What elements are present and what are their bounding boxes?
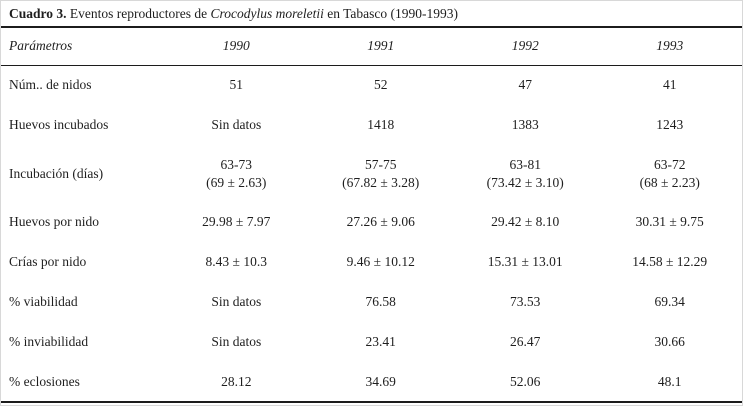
row-label: Huevos incubados <box>9 117 109 133</box>
row-label: % inviabilidad <box>9 334 89 350</box>
caption-species-name: Crocodylus moreletii <box>210 6 324 21</box>
cell-value: 57-75 (67.82 ± 3.28) <box>342 156 420 190</box>
row-label: Crías por nido <box>9 254 87 270</box>
cell-value: 63-72 (68 ± 2.23) <box>639 156 700 190</box>
cell-value: 41 <box>662 77 677 93</box>
header-year-1991: 1991 <box>308 28 453 66</box>
table-row: % eclosiones 28.12 34.69 52.06 48.1 <box>1 362 742 403</box>
cell-value: 63-73 (69 ± 2.63) <box>206 156 267 190</box>
caption-text-before: Eventos reproductores de <box>66 6 211 21</box>
cell-value: 8.43 ± 10.3 <box>205 254 267 270</box>
cell-value: 26.47 <box>510 334 541 350</box>
table-caption: Cuadro 3. Eventos reproductores de Croco… <box>1 1 742 28</box>
cell-value: 28.12 <box>164 362 309 403</box>
table-row: Crías por nido 8.43 ± 10.3 9.46 ± 10.12 … <box>1 242 742 282</box>
cell-value: 34.69 <box>308 362 453 403</box>
header-parametros: Parámetros <box>1 28 165 66</box>
cell-value: Sin datos <box>211 294 262 310</box>
table-row: Huevos por nido 29.98 ± 7.97 27.26 ± 9.0… <box>1 202 742 242</box>
row-label: Núm.. de nidos <box>9 77 92 93</box>
cell-value: 1418 <box>367 117 395 133</box>
row-label: % viabilidad <box>9 294 78 310</box>
cell-value: 52 <box>373 77 388 93</box>
cell-value: 76.58 <box>365 294 396 310</box>
cell-value: 69.34 <box>654 294 685 310</box>
cell-value: Sin datos <box>211 334 262 350</box>
table-row: Huevos incubados Sin datos 1418 1383 124… <box>1 105 742 145</box>
table-row: Incubación (días) 63-73 (69 ± 2.63) 57-7… <box>1 145 742 202</box>
table-row: % viabilidad Sin datos 76.58 73.53 69.34 <box>1 282 742 322</box>
cell-value: 23.41 <box>365 334 396 350</box>
cell-value: 1243 <box>656 117 684 133</box>
cell-value: Sin datos <box>211 117 262 133</box>
cell-value: 30.66 <box>654 334 685 350</box>
reproduction-events-table: Parámetros 1990 1991 1992 1993 Núm.. de … <box>1 28 742 403</box>
cell-value: 73.53 <box>510 294 541 310</box>
cell-value: 9.46 ± 10.12 <box>346 254 415 270</box>
caption-number: Cuadro 3. <box>9 6 67 21</box>
cell-value: 51 <box>229 77 244 93</box>
cell-value: 48.1 <box>597 362 742 403</box>
row-label: Incubación (días) <box>9 165 104 181</box>
header-year-1992: 1992 <box>452 28 598 66</box>
cell-value: 47 <box>518 77 532 93</box>
cell-value: 29.42 ± 8.10 <box>491 214 560 230</box>
row-label: Huevos por nido <box>9 214 99 230</box>
cell-value: 27.26 ± 9.06 <box>346 214 415 230</box>
cell-value: 52.06 <box>452 362 598 403</box>
row-label: % eclosiones <box>1 362 165 403</box>
cell-value: 14.58 ± 12.29 <box>632 254 708 270</box>
header-year-1993: 1993 <box>597 28 742 66</box>
cell-value: 29.98 ± 7.97 <box>202 214 271 230</box>
table-header-row: Parámetros 1990 1991 1992 1993 <box>1 28 742 66</box>
header-year-1990: 1990 <box>164 28 309 66</box>
caption-text-after: en Tabasco (1990-1993) <box>323 6 458 21</box>
cell-value: 1383 <box>511 117 539 133</box>
table-row: % inviabilidad Sin datos 23.41 26.47 30.… <box>1 322 742 362</box>
cell-value: 63-81 (73.42 ± 3.10) <box>486 156 564 190</box>
cell-value: 15.31 ± 13.01 <box>487 254 563 270</box>
table-row: Núm.. de nidos 51 52 47 41 <box>1 65 742 105</box>
cell-value: 30.31 ± 9.75 <box>635 214 704 230</box>
